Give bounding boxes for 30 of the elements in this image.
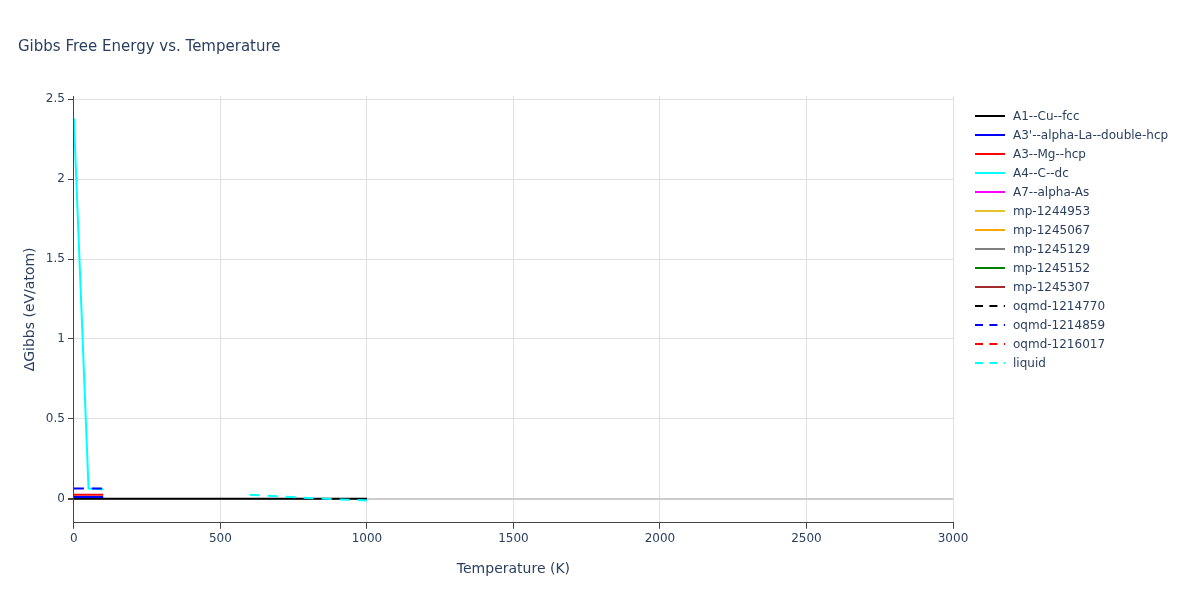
- legend-label: oqmd-1214859: [1013, 317, 1106, 332]
- legend-label: liquid: [1013, 355, 1046, 370]
- y-tick-label: 1.5: [45, 251, 65, 266]
- legend-label: mp-1245067: [1013, 222, 1091, 237]
- y-axis-title: ΔGibbs (eV/atom): [21, 247, 38, 372]
- legend-label: mp-1244953: [1013, 203, 1091, 218]
- x-tick-label: 2000: [644, 531, 676, 546]
- legend-label: mp-1245152: [1013, 260, 1091, 275]
- legend-label: A4--C--dc: [1013, 165, 1069, 180]
- legend-label: A3'--alpha-La--double-hcp: [1013, 127, 1169, 142]
- legend-label: mp-1245307: [1013, 279, 1091, 294]
- x-tick-label: 2500: [791, 531, 822, 546]
- y-tick-label: 1: [57, 331, 65, 346]
- chart-title: Gibbs Free Energy vs. Temperature: [18, 36, 281, 55]
- x-axis-title: Temperature (K): [455, 560, 571, 577]
- legend-label: oqmd-1216017: [1013, 336, 1106, 351]
- x-tick-label: 0: [70, 531, 78, 546]
- x-tick-label: 500: [208, 531, 232, 546]
- x-tick-label: 1500: [498, 531, 529, 546]
- y-tick-label: 0: [57, 490, 65, 505]
- legend-label: mp-1245129: [1013, 241, 1091, 256]
- y-tick-label: 0.5: [45, 411, 65, 426]
- legend-label: A3--Mg--hcp: [1013, 146, 1086, 161]
- legend-label: oqmd-1214770: [1013, 298, 1106, 313]
- x-tick-label: 3000: [937, 531, 969, 546]
- legend-label: A1--Cu--fcc: [1013, 108, 1080, 123]
- x-tick-label: 1000: [351, 531, 383, 546]
- legend-label: A7--alpha-As: [1013, 184, 1090, 199]
- y-tick-label: 2.5: [45, 91, 65, 106]
- y-tick-label: 2: [57, 171, 65, 186]
